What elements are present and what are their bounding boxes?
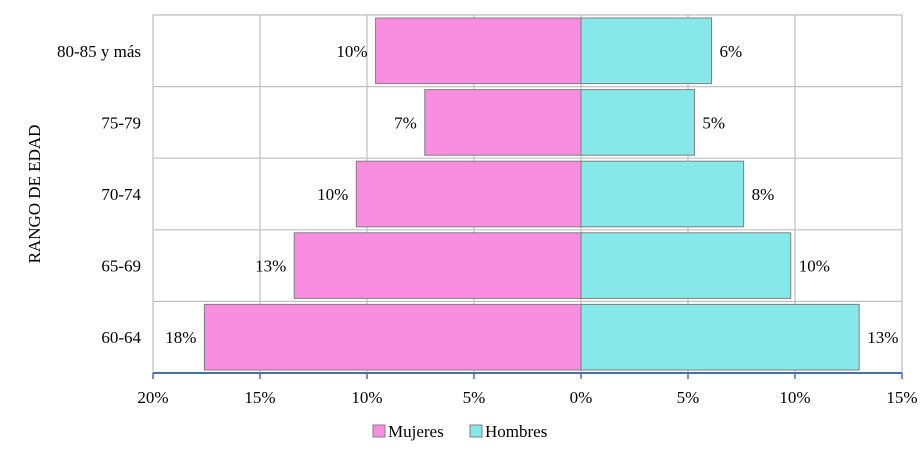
y-tick-label: 60-64 bbox=[101, 328, 141, 347]
bar-hombres bbox=[580, 232, 792, 299]
legend-swatch-hombres bbox=[469, 424, 483, 438]
bar-mujeres bbox=[355, 160, 582, 228]
bar-mujeres bbox=[293, 232, 582, 299]
data-label-mujeres: 13% bbox=[255, 257, 286, 276]
x-tick-label: 5% bbox=[463, 388, 486, 407]
x-tick-label: 20% bbox=[137, 388, 168, 407]
bar-mujeres bbox=[424, 89, 582, 156]
legend-swatch-mujeres bbox=[372, 424, 386, 438]
y-tick-label: 80-85 y más bbox=[57, 42, 141, 61]
bar-mujeres bbox=[375, 17, 582, 85]
y-axis-title: RANGO DE EDAD bbox=[25, 125, 44, 264]
x-tick-label: 10% bbox=[779, 388, 810, 407]
y-tick-label: 65-69 bbox=[101, 257, 141, 276]
bar-hombres bbox=[580, 160, 745, 228]
x-tick-label: 15% bbox=[886, 388, 917, 407]
data-label-mujeres: 7% bbox=[394, 113, 417, 132]
legend-label-hombres: Hombres bbox=[485, 422, 547, 441]
x-tick-label: 5% bbox=[677, 388, 700, 407]
bar-hombres bbox=[580, 303, 860, 371]
data-label-hombres: 13% bbox=[867, 328, 898, 347]
data-label-hombres: 10% bbox=[799, 257, 830, 276]
y-tick-label: 70-74 bbox=[101, 185, 141, 204]
x-tick-label: 0% bbox=[570, 388, 593, 407]
x-tick-label: 15% bbox=[244, 388, 275, 407]
legend-label-mujeres: Mujeres bbox=[388, 422, 444, 441]
data-label-hombres: 5% bbox=[702, 113, 725, 132]
y-tick-label: 75-79 bbox=[101, 113, 141, 132]
bar-hombres bbox=[580, 17, 713, 85]
x-tick-label: 10% bbox=[351, 388, 382, 407]
data-label-mujeres: 10% bbox=[317, 185, 348, 204]
bar-mujeres bbox=[203, 303, 582, 371]
data-label-mujeres: 18% bbox=[165, 328, 196, 347]
data-label-mujeres: 10% bbox=[336, 42, 367, 61]
bar-hombres bbox=[580, 89, 695, 156]
data-label-hombres: 6% bbox=[720, 42, 743, 61]
data-label-hombres: 8% bbox=[752, 185, 775, 204]
